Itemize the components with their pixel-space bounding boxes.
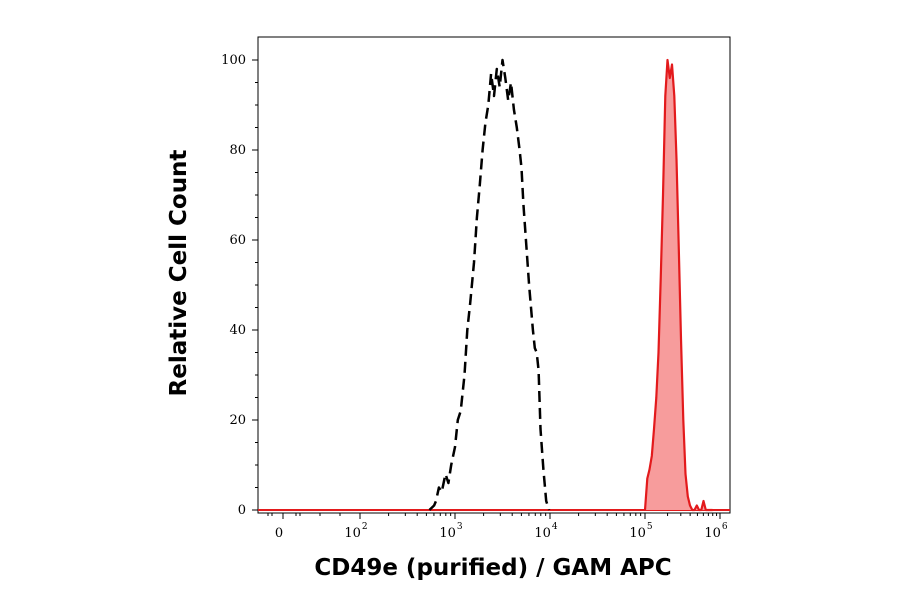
x-axis: 0 102 103 104 105 106 — [267, 513, 728, 541]
y-tick-label: 20 — [229, 413, 246, 428]
y-tick-label: 0 — [238, 503, 246, 518]
plot-frame — [257, 36, 731, 514]
y-axis: 0 20 40 60 80 100 — [221, 53, 258, 518]
y-axis-title: Relative Cell Count — [166, 150, 192, 397]
series-layer — [258, 58, 730, 512]
x-tick-label: 104 — [534, 522, 558, 541]
y-tick-label: 80 — [229, 143, 246, 158]
series-0-line — [428, 58, 551, 511]
x-axis-title: CD49e (purified) / GAM APC — [314, 555, 671, 581]
x-tick-label: 105 — [629, 522, 653, 541]
y-tick-label: 100 — [221, 53, 246, 68]
x-tick-label: 0 — [275, 526, 283, 541]
y-tick-label: 60 — [229, 233, 246, 248]
series-1-line — [643, 58, 713, 512]
x-tick-label: 102 — [344, 522, 367, 541]
x-tick-label: 103 — [439, 522, 463, 541]
x-tick-label: 106 — [704, 522, 728, 541]
y-tick-label: 40 — [229, 323, 246, 338]
